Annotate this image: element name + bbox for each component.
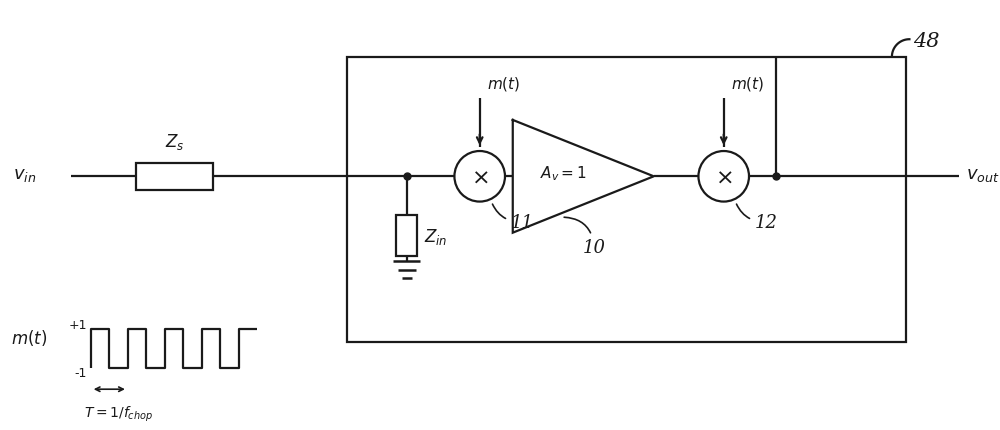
Text: +1: +1 xyxy=(68,318,87,331)
Text: 10: 10 xyxy=(564,218,606,257)
Text: $T=1/f_{chop}$: $T=1/f_{chop}$ xyxy=(84,404,154,423)
Text: $Z_s$: $Z_s$ xyxy=(165,132,184,152)
Bar xyxy=(347,58,906,342)
Bar xyxy=(396,216,417,256)
Text: $m(t)$: $m(t)$ xyxy=(487,74,520,92)
Text: 48: 48 xyxy=(913,32,940,51)
Text: $Z_{in}$: $Z_{in}$ xyxy=(424,226,448,246)
Circle shape xyxy=(698,152,749,202)
Text: $m(t)$: $m(t)$ xyxy=(11,327,47,347)
Text: -1: -1 xyxy=(75,366,87,379)
Text: 12: 12 xyxy=(737,205,778,231)
Text: $m(t)$: $m(t)$ xyxy=(731,74,764,92)
Bar xyxy=(136,163,213,190)
Circle shape xyxy=(454,152,505,202)
Text: $v_{out}$: $v_{out}$ xyxy=(966,166,999,184)
Text: $v_{in}$: $v_{in}$ xyxy=(13,166,36,184)
Text: $\times$: $\times$ xyxy=(471,166,489,188)
Text: $A_v = 1$: $A_v = 1$ xyxy=(540,164,587,182)
Text: $\times$: $\times$ xyxy=(715,166,733,188)
Text: 11: 11 xyxy=(492,205,534,231)
